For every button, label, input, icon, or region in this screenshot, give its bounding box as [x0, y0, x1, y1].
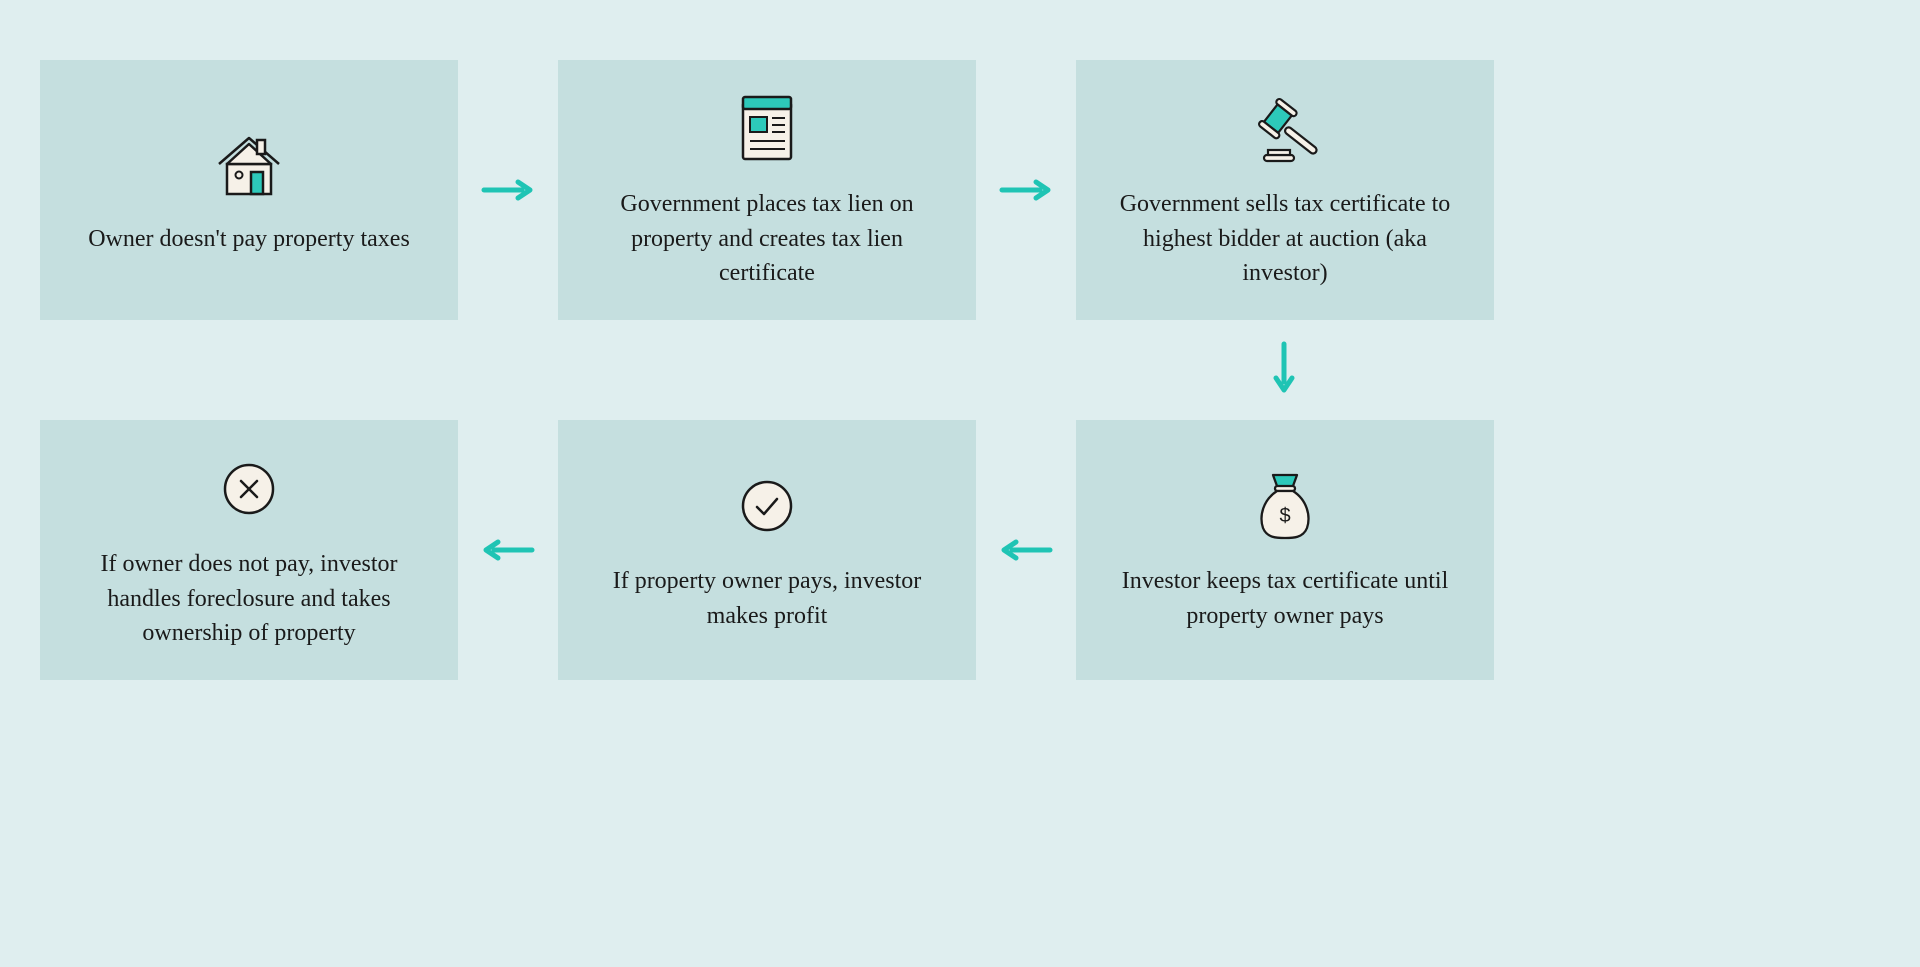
house-icon: [209, 124, 289, 204]
card-owner-no-pay: Owner doesn't pay property taxes: [40, 60, 458, 320]
check-icon: [737, 466, 797, 546]
card-profit: If property owner pays, investor makes p…: [558, 420, 976, 680]
flow-row-top: Owner doesn't pay property taxes Governm…: [40, 60, 1496, 320]
arrow-left-1: [998, 538, 1054, 562]
card-gov-lien: Government places tax lien on property a…: [558, 60, 976, 320]
card-text: Investor keeps tax certificate until pro…: [1108, 564, 1462, 634]
moneybag-icon: $: [1253, 466, 1317, 546]
card-text: If property owner pays, investor makes p…: [590, 564, 944, 634]
gavel-icon: [1240, 89, 1330, 169]
document-icon: [737, 89, 797, 169]
arrow-right-1: [480, 178, 536, 202]
card-investor-keeps: $ Investor keeps tax certificate until p…: [1076, 420, 1494, 680]
card-text: Government sells tax certificate to high…: [1108, 187, 1462, 291]
svg-text:$: $: [1279, 505, 1290, 527]
card-gov-sells: Government sells tax certificate to high…: [1076, 60, 1494, 320]
arrow-right-2: [998, 178, 1054, 202]
cross-icon: [219, 449, 279, 529]
arrow-left-2: [480, 538, 536, 562]
card-text: Owner doesn't pay property taxes: [88, 222, 410, 257]
card-text: If owner does not pay, investor handles …: [72, 547, 426, 651]
card-text: Government places tax lien on property a…: [590, 187, 944, 291]
flow-row-bottom: If owner does not pay, investor handles …: [40, 420, 1496, 680]
card-foreclosure: If owner does not pay, investor handles …: [40, 420, 458, 680]
arrow-down: [1272, 340, 1296, 396]
